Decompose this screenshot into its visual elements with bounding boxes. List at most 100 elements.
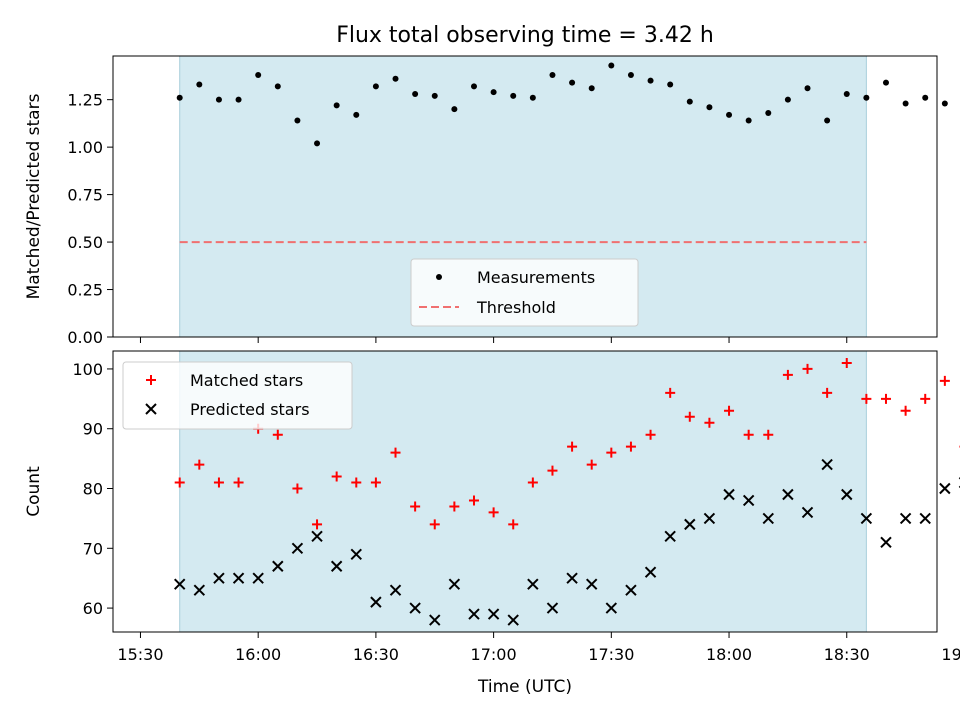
x-tick-label: 16:00	[235, 645, 281, 664]
predicted-stars-point	[899, 512, 912, 525]
matched-stars-point	[939, 375, 950, 386]
predicted-stars-point	[821, 458, 833, 471]
matched-stars-point	[606, 447, 617, 458]
predicted-stars-point	[566, 572, 578, 584]
matched-stars-point	[429, 519, 440, 530]
matched-stars-point	[508, 519, 519, 530]
predicted-stars-point	[625, 584, 637, 596]
measurement-point	[843, 90, 850, 97]
predicted-stars-point	[350, 548, 362, 560]
measurement-point	[647, 77, 654, 84]
matched-stars-point	[743, 429, 754, 440]
measurement-point	[372, 83, 379, 90]
ratio-panel: 0.00 0.25 0.50 0.75 1.00 1.25 Matched/Predicte…	[24, 55, 948, 347]
measurement-point	[451, 106, 458, 113]
measurement-point	[510, 92, 517, 99]
measurement-point	[569, 79, 576, 86]
matched-stars-point	[861, 393, 872, 404]
matched-stars-point	[841, 357, 852, 368]
y-tick-label: 0.50	[67, 233, 103, 252]
predicted-stars-point	[173, 578, 186, 590]
predicted-stars-point	[389, 584, 402, 596]
predicted-stars-point	[684, 518, 696, 531]
legend-box	[410, 258, 639, 327]
predicted-stars-point	[527, 578, 539, 590]
chart-title: Flux total observing time = 3.42 h	[336, 23, 714, 48]
x-tick-label: 16:30	[353, 645, 399, 664]
legend-marker-measurements	[436, 274, 442, 280]
matched-stars-point	[645, 429, 656, 440]
matched-stars-point	[312, 519, 323, 530]
matched-stars-point	[586, 459, 597, 470]
legend: Matched stars Predicted stars	[122, 361, 353, 430]
predicted-stars-point	[429, 614, 441, 626]
measurement-point	[608, 62, 615, 69]
matched-stars-point	[822, 387, 833, 398]
y-tick-label: 1.00	[67, 138, 103, 157]
matched-stars-point	[174, 477, 185, 488]
legend-box	[122, 361, 353, 430]
predicted-stars-point	[468, 608, 480, 620]
matched-stars-point	[194, 459, 205, 470]
predicted-stars-point	[703, 512, 716, 525]
y-tick-label: 100	[72, 360, 103, 379]
x-tick-label: 19:00	[941, 645, 960, 664]
matched-stars-point	[547, 465, 558, 476]
matched-stars-point	[763, 429, 774, 440]
measurement-point	[882, 79, 889, 86]
matched-stars-point	[370, 477, 381, 488]
predicted-stars-point	[782, 488, 794, 501]
y-tick-label: 0.25	[67, 281, 103, 300]
measurement-point	[549, 71, 556, 78]
y-axis-label: Matched/Predicted stars	[24, 93, 44, 299]
measurement-point	[529, 94, 536, 101]
measurement-point	[824, 117, 831, 124]
measurement-point	[412, 90, 419, 97]
predicted-stars-point	[330, 560, 343, 572]
matched-stars-point	[213, 477, 224, 488]
x-tick-label: 18:30	[824, 645, 870, 664]
matched-stars-point	[410, 501, 421, 512]
matched-stars-point	[331, 471, 342, 482]
x-axis-label: Time (UTC)	[477, 677, 572, 697]
y-tick-label: 0.00	[67, 328, 103, 347]
matched-stars-point	[233, 477, 244, 488]
measurement-point	[686, 98, 693, 105]
x-tick-label: 17:30	[588, 645, 634, 664]
measurement-point	[353, 111, 360, 118]
predicted-stars-point	[448, 578, 461, 590]
matched-stars-point	[567, 441, 578, 452]
matched-stars-point	[449, 501, 460, 512]
predicted-stars-point	[546, 602, 559, 614]
predicted-stars-point	[644, 566, 657, 578]
matched-stars-point	[351, 477, 362, 488]
measurement-point	[470, 83, 477, 90]
predicted-stars-point	[841, 488, 853, 501]
measurement-point	[804, 85, 811, 92]
predicted-stars-point	[664, 530, 676, 543]
predicted-stars-point	[762, 512, 774, 525]
measurement-point	[255, 71, 262, 78]
x-tick-label: 15:30	[117, 645, 163, 664]
measurement-point	[941, 100, 948, 107]
matched-stars-point	[292, 483, 303, 494]
count-panel: 60 70 80 90 100 15:30 16:00 16:30 17:00 17:30 18:0…	[24, 350, 960, 664]
predicted-stars-point	[409, 602, 421, 614]
predicted-stars-point	[370, 596, 382, 608]
x-tick-label: 18:00	[706, 645, 752, 664]
measurement-point	[765, 109, 772, 116]
predicted-stars-point	[860, 512, 873, 525]
axes-frame	[112, 350, 938, 633]
matched-stars-point	[468, 495, 479, 506]
y-tick-label: 90	[83, 420, 103, 439]
measurement-point	[588, 85, 595, 92]
matched-stars-point	[880, 393, 891, 404]
measurement-point	[627, 71, 634, 78]
legend-label-measurements: Measurements	[477, 268, 595, 287]
matched-stars-point	[665, 387, 676, 398]
y-tick-label: 70	[83, 539, 103, 558]
predicted-stars-point	[723, 488, 735, 501]
measurement-point	[745, 117, 752, 124]
matched-stars-point	[684, 411, 695, 422]
